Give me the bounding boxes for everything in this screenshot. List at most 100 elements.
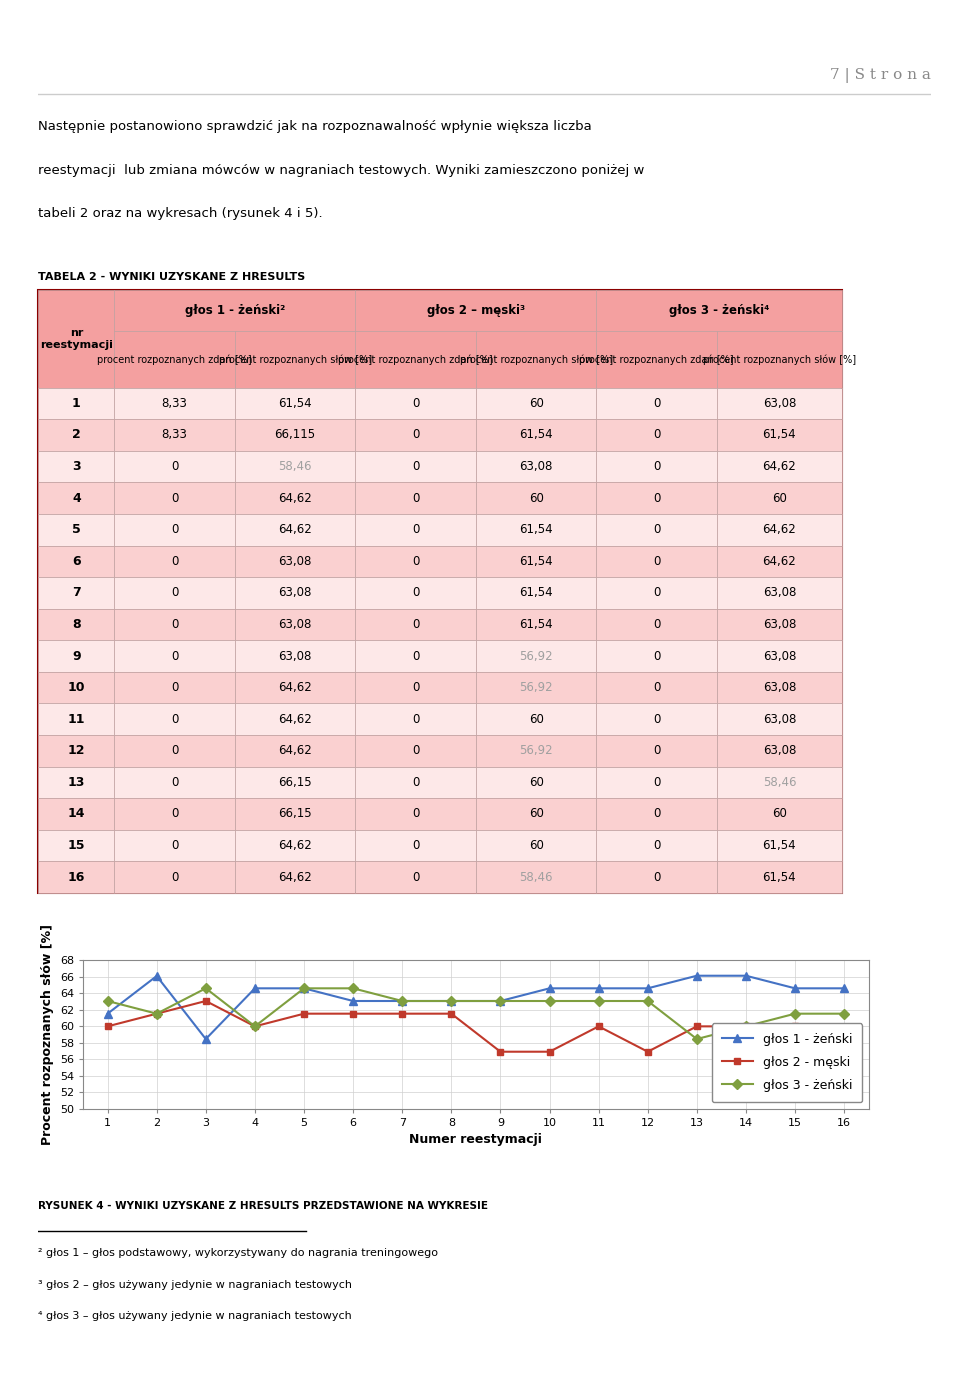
Bar <box>235 640 355 672</box>
Text: 58,46: 58,46 <box>762 776 796 789</box>
Text: 0: 0 <box>412 491 420 505</box>
Line: głos 2 - męski: głos 2 - męski <box>104 997 848 1056</box>
głos 1 - żeński <box>593 981 605 997</box>
Text: 0: 0 <box>412 776 420 789</box>
głos 3 - żeński <box>250 1018 261 1035</box>
głos 3 - żeński <box>396 993 408 1010</box>
Text: 66,15: 66,15 <box>278 776 312 789</box>
Bar <box>355 451 476 483</box>
głos 3 - żeński <box>838 1006 850 1022</box>
Text: reestymacji  lub zmiana mówców w nagraniach testowych. Wyniki zamieszczono poniż: reestymacji lub zmiana mówców w nagrania… <box>38 164 645 177</box>
Text: 56,92: 56,92 <box>519 682 553 694</box>
Bar <box>114 451 235 483</box>
Bar <box>355 331 476 388</box>
Text: 5: 5 <box>72 523 81 536</box>
Bar <box>355 640 476 672</box>
Text: 56,92: 56,92 <box>519 744 553 757</box>
Bar <box>355 545 476 577</box>
Bar <box>596 798 717 829</box>
Bar <box>476 798 596 829</box>
Text: 66,15: 66,15 <box>278 807 312 821</box>
Text: 0: 0 <box>653 460 660 473</box>
głos 2 - męski <box>200 993 211 1010</box>
Bar <box>38 734 114 766</box>
głos 3 - żeński <box>593 993 605 1010</box>
Text: 0: 0 <box>171 587 179 600</box>
Bar <box>717 513 842 545</box>
Text: 63,08: 63,08 <box>278 587 312 600</box>
Bar <box>114 798 235 829</box>
Text: 6: 6 <box>72 555 81 568</box>
Text: 66,115: 66,115 <box>275 428 316 441</box>
Bar <box>355 704 476 734</box>
Text: 0: 0 <box>653 587 660 600</box>
głos 1 - żeński <box>691 967 703 983</box>
Text: 0: 0 <box>653 776 660 789</box>
Text: 0: 0 <box>412 712 420 726</box>
Bar <box>596 483 717 513</box>
Bar <box>235 798 355 829</box>
Bar <box>717 672 842 704</box>
Bar <box>235 419 355 451</box>
Bar <box>235 766 355 798</box>
Text: ⁴ głos 3 – głos używany jedynie w nagraniach testowych: ⁴ głos 3 – głos używany jedynie w nagran… <box>38 1310 352 1321</box>
Bar <box>114 640 235 672</box>
Text: 0: 0 <box>412 396 420 410</box>
Text: 63,08: 63,08 <box>763 618 796 632</box>
Bar <box>596 577 717 609</box>
Text: 60: 60 <box>529 807 543 821</box>
Text: 0: 0 <box>653 523 660 536</box>
Text: 0: 0 <box>653 650 660 662</box>
Text: 0: 0 <box>412 587 420 600</box>
Bar <box>38 545 114 577</box>
Bar <box>476 640 596 672</box>
Text: 0: 0 <box>412 618 420 632</box>
Text: 15: 15 <box>67 839 85 851</box>
Text: procent rozpoznanych zdań [%]: procent rozpoznanych zdań [%] <box>97 355 252 364</box>
Text: 0: 0 <box>412 682 420 694</box>
Bar <box>114 829 235 861</box>
głos 3 - żeński <box>445 993 457 1010</box>
Bar <box>476 451 596 483</box>
Bar <box>596 609 717 640</box>
Bar <box>717 704 842 734</box>
Bar <box>114 734 235 766</box>
Bar <box>596 388 717 419</box>
Text: 56,92: 56,92 <box>519 650 553 662</box>
Bar <box>717 734 842 766</box>
Text: TABELA 2 - WYNIKI UZYSKANE Z HRESULTS: TABELA 2 - WYNIKI UZYSKANE Z HRESULTS <box>38 271 305 281</box>
Bar <box>717 419 842 451</box>
Text: 64,62: 64,62 <box>278 491 312 505</box>
Legend: głos 1 - żeński, głos 2 - męski, głos 3 - żeński: głos 1 - żeński, głos 2 - męski, głos 3 … <box>711 1024 862 1103</box>
Bar <box>38 419 114 451</box>
Bar <box>38 704 114 734</box>
Text: 63,08: 63,08 <box>763 682 796 694</box>
głos 2 - męski <box>151 1006 162 1022</box>
Bar <box>596 766 717 798</box>
Bar <box>717 483 842 513</box>
Text: 0: 0 <box>171 712 179 726</box>
Text: 63,08: 63,08 <box>278 555 312 568</box>
Text: 64,62: 64,62 <box>762 555 796 568</box>
Text: 0: 0 <box>653 491 660 505</box>
Text: 8,33: 8,33 <box>161 428 187 441</box>
Bar <box>38 483 114 513</box>
Text: 0: 0 <box>412 650 420 662</box>
Bar <box>476 513 596 545</box>
Bar <box>38 388 114 419</box>
głos 3 - żeński <box>151 1006 162 1022</box>
Text: procent rozpoznanych słów [%]: procent rozpoznanych słów [%] <box>219 355 372 364</box>
Text: 58,46: 58,46 <box>278 460 312 473</box>
Bar <box>38 640 114 672</box>
głos 3 - żeński <box>494 993 506 1010</box>
Bar <box>38 672 114 704</box>
głos 1 - żeński <box>838 981 850 997</box>
głos 2 - męski <box>593 1018 605 1035</box>
Text: 61,54: 61,54 <box>519 618 553 632</box>
Bar <box>355 483 476 513</box>
Text: 3: 3 <box>72 460 81 473</box>
Text: 0: 0 <box>653 428 660 441</box>
Bar <box>235 829 355 861</box>
głos 2 - męski <box>348 1006 359 1022</box>
głos 2 - męski <box>494 1043 506 1060</box>
